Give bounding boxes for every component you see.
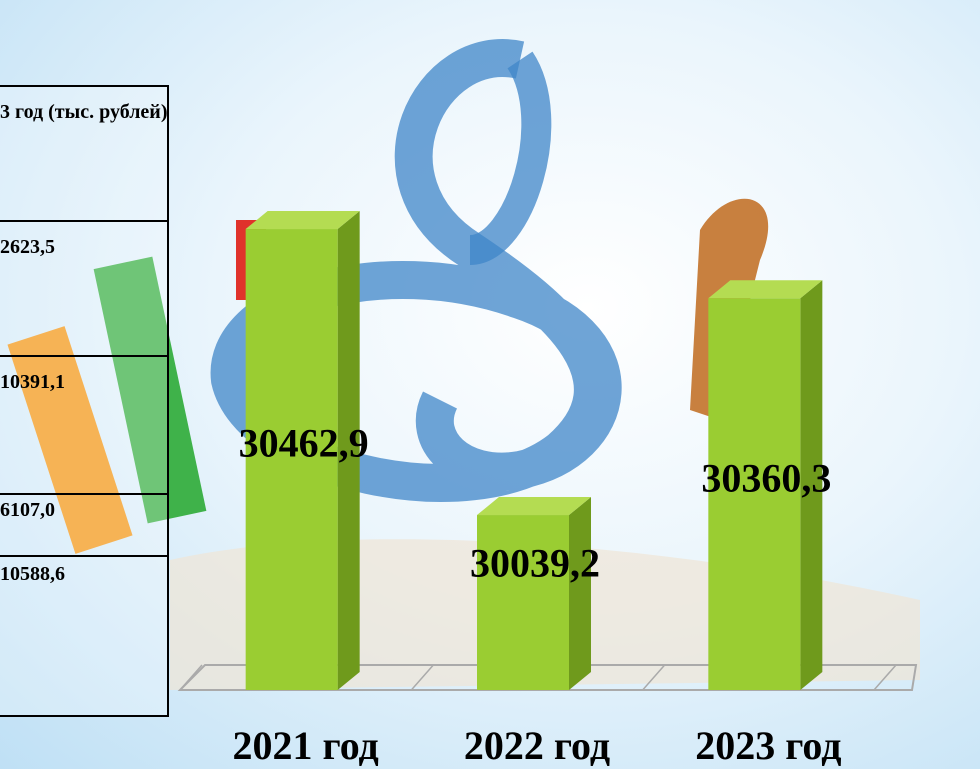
cell-text: 10588,6 [0,563,167,586]
x-tick-label: 2021 год [233,723,379,768]
table: 3 год (тыс. рублей) 2623,5 10391,1 6107,… [0,85,169,717]
cell-text: 6107,0 [0,499,167,522]
cell-text: 2623,5 [0,236,167,259]
data-label: 30039,2 [470,541,600,586]
x-tick-label: 2023 год [695,723,841,768]
table-header: 3 год (тыс. рублей) [0,86,168,221]
table-cell: 10588,6 [0,556,168,716]
cell-text: 10391,1 [0,371,167,394]
data-label: 30462,9 [239,421,369,466]
cell-text: 3 год (тыс. рублей) [0,101,167,124]
bar-side [569,497,591,690]
data-label: 30360,3 [701,455,831,500]
table-cell: 2623,5 [0,221,168,356]
table-cell: 10391,1 [0,356,168,494]
x-tick-label: 2022 год [464,723,610,768]
slide: 30462,9 2021 год 30039,2 2022 год 30360,3 202… [0,0,980,769]
treble-clef-top [470,60,536,250]
table-cell: 6107,0 [0,494,168,556]
